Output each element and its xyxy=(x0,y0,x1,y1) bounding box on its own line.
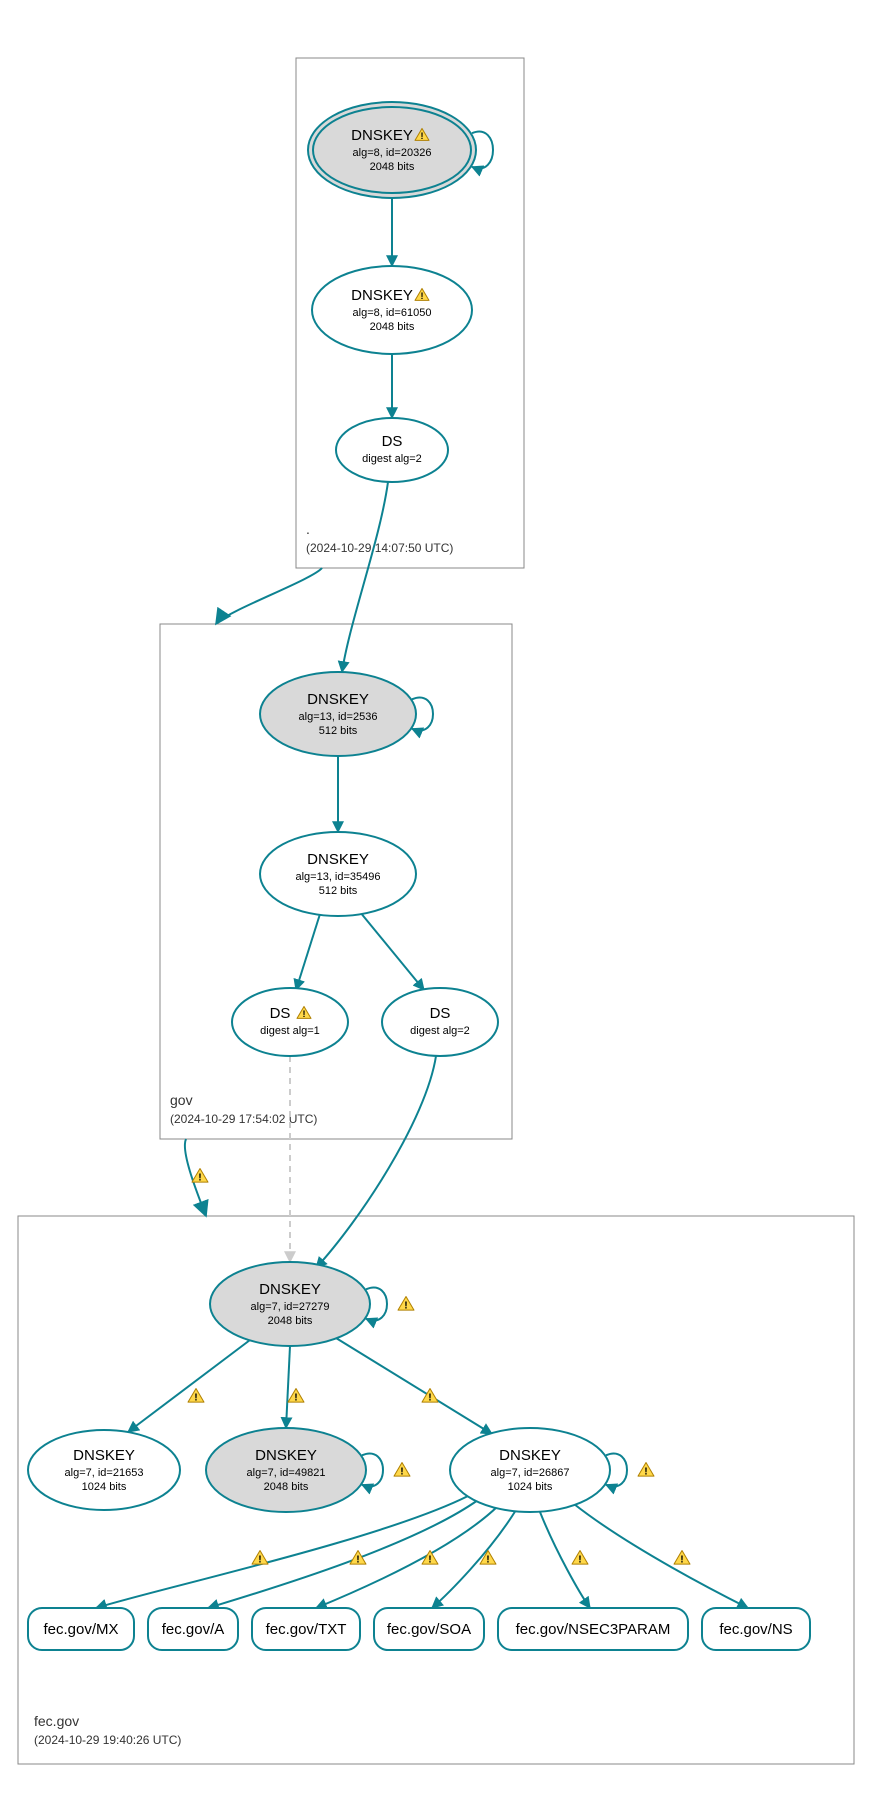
svg-text:!: ! xyxy=(578,1554,581,1565)
svg-text:!: ! xyxy=(428,1392,431,1403)
edge xyxy=(208,1500,478,1608)
warning-icon: ! xyxy=(394,1463,410,1478)
edges: !!!!!!!!! xyxy=(96,198,748,1608)
svg-text:!: ! xyxy=(644,1466,647,1477)
edge xyxy=(574,1504,748,1608)
edge xyxy=(360,912,424,990)
svg-text:!: ! xyxy=(420,291,423,301)
node-title: DNSKEY xyxy=(259,1281,321,1298)
svg-text:!: ! xyxy=(420,131,423,141)
zone-timestamp: (2024-10-29 19:40:26 UTC) xyxy=(34,1733,181,1747)
edge xyxy=(128,1340,250,1432)
node-title: DNSKEY xyxy=(307,851,369,868)
node-subtitle: digest alg=1 xyxy=(260,1025,320,1037)
edge xyxy=(316,1056,436,1268)
zone-label: . xyxy=(306,521,310,537)
warning-icon: ! xyxy=(572,1551,588,1566)
node-fec_k3: DNSKEY alg=7, id=26867 1024 bits! xyxy=(450,1428,654,1512)
warning-icon: ! xyxy=(192,1169,208,1184)
edge xyxy=(342,482,388,672)
warning-icon: ! xyxy=(398,1297,414,1312)
node-title: DNSKEY xyxy=(307,691,369,708)
leaf-label: fec.gov/A xyxy=(162,1621,225,1638)
leaf-ns: fec.gov/NS xyxy=(702,1608,810,1650)
warning-icon: ! xyxy=(674,1551,690,1566)
node-fec_k2: DNSKEY alg=7, id=49821 2048 bits! xyxy=(206,1428,410,1512)
node-fec_k1: DNSKEY alg=7, id=21653 1024 bits xyxy=(28,1430,180,1510)
warning-icon: ! xyxy=(480,1551,496,1566)
node-subtitle2: 1024 bits xyxy=(82,1481,127,1493)
leaf-label: fec.gov/SOA xyxy=(387,1621,471,1638)
edge xyxy=(336,1338,492,1434)
leaf-label: fec.gov/NS xyxy=(719,1621,792,1638)
node-subtitle: alg=8, id=61050 xyxy=(353,307,432,319)
dnssec-graph: . (2024-10-29 14:07:50 UTC) gov (2024-10-29… xyxy=(0,0,872,1818)
node-subtitle2: 2048 bits xyxy=(370,321,415,333)
leaf-a: fec.gov/A xyxy=(148,1608,238,1650)
node-subtitle: alg=13, id=35496 xyxy=(295,871,380,883)
svg-text:!: ! xyxy=(356,1554,359,1565)
node-root_ksk: DNSKEY! alg=8, id=20326 2048 bits xyxy=(308,102,493,198)
svg-text:!: ! xyxy=(428,1554,431,1565)
node-gov_ds2: DS digest alg=2 xyxy=(382,988,498,1056)
leaf-label: fec.gov/NSEC3PARAM xyxy=(516,1621,671,1638)
leaf-mx: fec.gov/MX xyxy=(28,1608,134,1650)
node-subtitle: alg=7, id=49821 xyxy=(247,1467,326,1479)
svg-text:!: ! xyxy=(680,1554,683,1565)
warning-icon: ! xyxy=(188,1389,204,1404)
zone-label: gov xyxy=(170,1092,193,1108)
node-subtitle2: 2048 bits xyxy=(264,1481,309,1493)
zone-label: fec.gov xyxy=(34,1713,79,1729)
node-title: DNSKEY xyxy=(73,1447,135,1464)
node-subtitle: digest alg=2 xyxy=(410,1025,470,1037)
node-subtitle2: 2048 bits xyxy=(268,1315,313,1327)
zone-delegation-arrow xyxy=(216,568,322,624)
node-subtitle: alg=7, id=21653 xyxy=(65,1467,144,1479)
node-gov_ds1: DS! digest alg=1 xyxy=(232,988,348,1056)
node-title: DS xyxy=(382,433,403,450)
node-subtitle: alg=13, id=2536 xyxy=(299,711,378,723)
leaf-nsec: fec.gov/NSEC3PARAM xyxy=(498,1608,688,1650)
leaf-soa: fec.gov/SOA xyxy=(374,1608,484,1650)
edge xyxy=(296,914,320,990)
svg-text:!: ! xyxy=(258,1554,261,1565)
node-subtitle2: 512 bits xyxy=(319,885,358,897)
leaf-label: fec.gov/TXT xyxy=(266,1621,347,1638)
node-subtitle2: 512 bits xyxy=(319,725,358,737)
svg-text:!: ! xyxy=(198,1172,201,1183)
svg-text:!: ! xyxy=(302,1009,305,1019)
node-title: DNSKEY xyxy=(255,1447,317,1464)
node-title: DS xyxy=(270,1005,291,1022)
node-root_zsk: DNSKEY! alg=8, id=61050 2048 bits xyxy=(312,266,472,354)
node-title: DNSKEY xyxy=(499,1447,561,1464)
node-fec_ksk: DNSKEY alg=7, id=27279 2048 bits! xyxy=(210,1262,414,1346)
leaf-txt: fec.gov/TXT xyxy=(252,1608,360,1650)
svg-text:!: ! xyxy=(400,1466,403,1477)
node-subtitle: digest alg=2 xyxy=(362,453,422,465)
node-subtitle: alg=7, id=26867 xyxy=(491,1467,570,1479)
svg-text:!: ! xyxy=(404,1300,407,1311)
node-gov_ksk: DNSKEY alg=13, id=2536 512 bits xyxy=(260,672,433,756)
node-title: DNSKEY xyxy=(351,287,413,304)
node-subtitle2: 1024 bits xyxy=(508,1481,553,1493)
warning-icon: ! xyxy=(288,1389,304,1404)
warning-icon: ! xyxy=(638,1463,654,1478)
node-gov_zsk: DNSKEY alg=13, id=35496 512 bits xyxy=(260,832,416,916)
node-subtitle: alg=7, id=27279 xyxy=(251,1301,330,1313)
node-root_ds: DS digest alg=2 xyxy=(336,418,448,482)
zone-timestamp: (2024-10-29 14:07:50 UTC) xyxy=(306,541,453,555)
svg-text:!: ! xyxy=(194,1392,197,1403)
node-subtitle2: 2048 bits xyxy=(370,161,415,173)
warning-icon: ! xyxy=(252,1551,268,1566)
leaf-label: fec.gov/MX xyxy=(43,1621,118,1638)
svg-text:!: ! xyxy=(294,1392,297,1403)
warning-icon: ! xyxy=(350,1551,366,1566)
node-title: DNSKEY xyxy=(351,127,413,144)
svg-text:!: ! xyxy=(486,1554,489,1565)
node-subtitle: alg=8, id=20326 xyxy=(353,147,432,159)
warning-icon: ! xyxy=(422,1389,438,1404)
edge xyxy=(286,1346,290,1428)
zone-timestamp: (2024-10-29 17:54:02 UTC) xyxy=(170,1112,317,1126)
node-title: DS xyxy=(430,1005,451,1022)
